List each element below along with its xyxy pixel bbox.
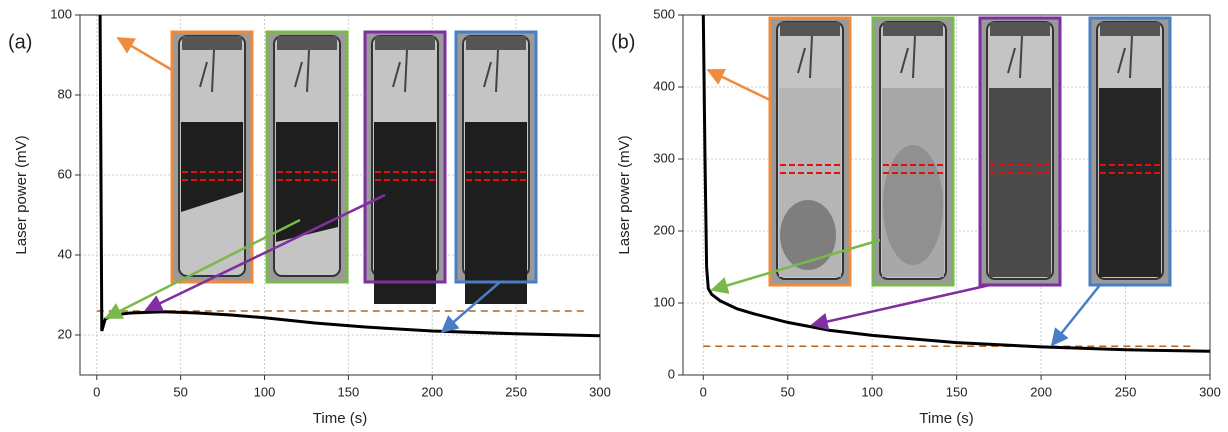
dark-region bbox=[1099, 88, 1161, 277]
x-tick-label: 200 bbox=[1030, 384, 1052, 399]
arrow bbox=[104, 218, 301, 320]
x-tick-label: 300 bbox=[1199, 384, 1221, 399]
x-axis-title: Time (s) bbox=[919, 410, 973, 427]
y-tick-label: 100 bbox=[50, 6, 72, 21]
arrow bbox=[706, 68, 771, 102]
y-tick-label: 400 bbox=[653, 78, 675, 93]
vial-crack bbox=[199, 49, 215, 93]
vial-cap bbox=[182, 36, 242, 50]
inset-frame bbox=[1088, 16, 1172, 287]
dark-region bbox=[276, 122, 338, 242]
x-tick-label: 50 bbox=[173, 384, 187, 399]
vial-crack bbox=[392, 49, 408, 93]
inset-frame bbox=[265, 30, 349, 284]
x-tick-label: 150 bbox=[338, 384, 360, 399]
dark-region bbox=[374, 122, 436, 304]
plot-frame bbox=[79, 14, 601, 376]
arrow bbox=[440, 281, 501, 334]
inset-frame bbox=[363, 30, 447, 284]
arrow bbox=[1050, 284, 1101, 347]
y-axis-title: Laser power (mV) bbox=[13, 135, 30, 254]
vial-cap bbox=[277, 36, 337, 50]
vial-crack bbox=[900, 35, 916, 79]
vial-crack bbox=[1117, 35, 1133, 79]
inset-frame bbox=[454, 30, 538, 284]
inset-frame bbox=[871, 16, 955, 287]
x-tick-label: 200 bbox=[421, 384, 443, 399]
crystal bbox=[883, 145, 943, 265]
y-tick-label: 100 bbox=[653, 294, 675, 309]
vial-crack bbox=[1007, 35, 1023, 79]
x-tick-label: 250 bbox=[505, 384, 527, 399]
x-tick-label: 100 bbox=[861, 384, 883, 399]
data-line bbox=[701, 15, 1210, 353]
dark-region bbox=[465, 122, 527, 304]
y-tick-label: 500 bbox=[653, 6, 675, 21]
x-tick-label: 0 bbox=[93, 384, 100, 399]
inset-frame bbox=[978, 16, 1062, 287]
arrow bbox=[810, 283, 991, 331]
inset-frame bbox=[170, 30, 254, 284]
x-axis-title: Time (s) bbox=[313, 410, 367, 427]
y-tick-label: 200 bbox=[653, 222, 675, 237]
dark-region bbox=[989, 88, 1051, 277]
x-tick-label: 250 bbox=[1115, 384, 1137, 399]
vial-crack bbox=[797, 35, 813, 79]
arrow bbox=[116, 36, 173, 72]
dark-region bbox=[181, 122, 243, 212]
crystal bbox=[780, 200, 836, 270]
panel-label: (b) bbox=[611, 31, 635, 53]
y-tick-label: 300 bbox=[653, 150, 675, 165]
x-tick-label: 0 bbox=[700, 384, 707, 399]
arrow bbox=[144, 193, 386, 312]
vial-cap bbox=[1100, 22, 1160, 36]
y-axis-title: Laser power (mV) bbox=[616, 135, 633, 254]
y-tick-label: 0 bbox=[668, 366, 675, 381]
vial-crack bbox=[294, 49, 310, 93]
arrow bbox=[710, 238, 881, 294]
inset-frame bbox=[768, 16, 852, 287]
y-tick-label: 40 bbox=[58, 246, 72, 261]
x-tick-label: 300 bbox=[589, 384, 611, 399]
vial-cap bbox=[883, 22, 943, 36]
vial-cap bbox=[466, 36, 526, 50]
panel-label: (a) bbox=[8, 31, 32, 53]
vial-cap bbox=[780, 22, 840, 36]
plot-frame bbox=[682, 14, 1211, 376]
x-tick-label: 150 bbox=[946, 384, 968, 399]
vial-cap bbox=[990, 22, 1050, 36]
vial-cap bbox=[375, 36, 435, 50]
y-tick-label: 80 bbox=[58, 86, 72, 101]
y-tick-label: 20 bbox=[58, 326, 72, 341]
x-tick-label: 100 bbox=[254, 384, 276, 399]
x-tick-label: 50 bbox=[780, 384, 794, 399]
vial-crack bbox=[483, 49, 499, 93]
y-tick-label: 60 bbox=[58, 166, 72, 181]
